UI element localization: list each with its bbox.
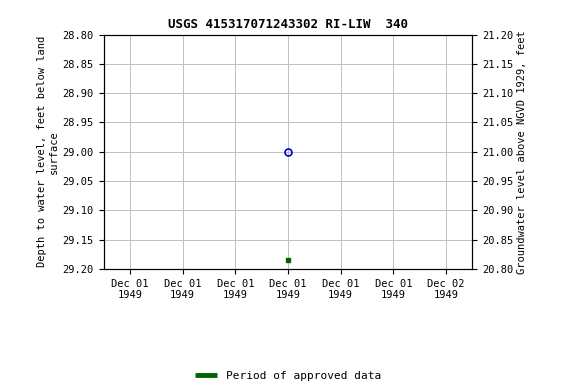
Legend: Period of approved data: Period of approved data: [191, 366, 385, 384]
Y-axis label: Groundwater level above NGVD 1929, feet: Groundwater level above NGVD 1929, feet: [517, 30, 528, 273]
Title: USGS 415317071243302 RI-LIW  340: USGS 415317071243302 RI-LIW 340: [168, 18, 408, 31]
Y-axis label: Depth to water level, feet below land
surface: Depth to water level, feet below land su…: [37, 36, 59, 267]
